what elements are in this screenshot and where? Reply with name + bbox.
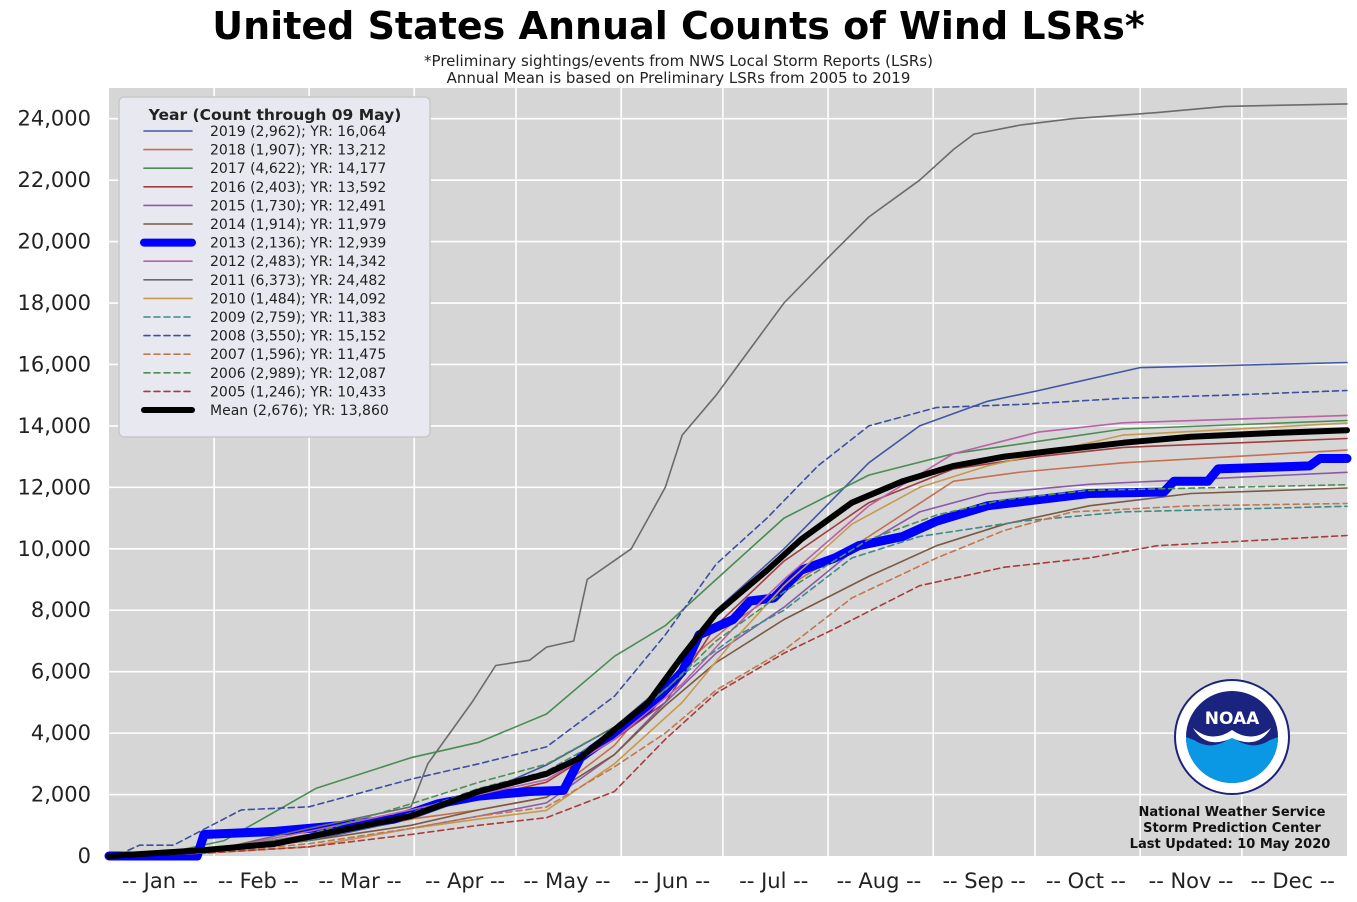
x-tick-label: -- Apr -- xyxy=(425,869,505,893)
series-line-14 xyxy=(108,534,1348,857)
legend-label: 2013 (2,136); YR: 12,939 xyxy=(210,236,386,252)
y-tick-label: 4,000 xyxy=(31,721,91,745)
y-tick-label: 2,000 xyxy=(31,783,91,807)
x-tick-label: -- Nov -- xyxy=(1149,869,1234,893)
credit-line-3: Last Updated: 10 May 2020 xyxy=(1130,837,1331,852)
x-tick-label: -- Dec -- xyxy=(1251,869,1335,893)
x-tick-label: -- Feb -- xyxy=(218,869,299,893)
legend-box xyxy=(118,96,431,438)
x-tick-label: -- Jul -- xyxy=(739,869,808,893)
noaa-gull-icon xyxy=(1186,737,1278,783)
x-tick-label: -- Aug -- xyxy=(837,869,922,893)
legend-entries: 2019 (2,962); YR: 16,064 2018 (1,907); YR… xyxy=(140,124,389,419)
series-line-12 xyxy=(108,502,1348,857)
y-tick-label: 14,000 xyxy=(18,414,91,438)
x-axis-ticks: -- Jan -- -- Feb -- -- Mar -- -- Apr -- -- M… xyxy=(122,869,1335,893)
legend-label: 2017 (4,622); YR: 14,177 xyxy=(210,161,386,177)
credits-block: National Weather Service Storm Predictio… xyxy=(1130,805,1331,852)
legend-label: 2012 (2,483); YR: 14,342 xyxy=(210,254,386,270)
series-line-7 xyxy=(108,414,1348,857)
y-tick-label: 16,000 xyxy=(18,352,91,376)
series-lines xyxy=(104,103,1352,861)
x-tick-label: -- May -- xyxy=(523,869,610,893)
y-axis-ticks: 0 2,000 4,000 6,000 8,000 10,000 12,000 14,000 1… xyxy=(18,107,91,868)
y-tick-label: 12,000 xyxy=(18,475,91,499)
legend-label: 2008 (3,550); YR: 15,152 xyxy=(210,329,386,345)
legend-label: 2016 (2,403); YR: 13,592 xyxy=(210,180,386,196)
x-tick-label: -- Oct -- xyxy=(1046,869,1126,893)
legend-label: 2015 (1,730); YR: 12,491 xyxy=(210,198,386,214)
chart-title: United States Annual Counts of Wind LSRs… xyxy=(212,4,1145,48)
series-line-15 xyxy=(106,427,1350,859)
legend-label: 2014 (1,914); YR: 11,979 xyxy=(210,217,386,233)
legend-label: 2005 (1,246); YR: 10,433 xyxy=(210,384,386,400)
legend-label: 2019 (2,962); YR: 16,064 xyxy=(210,124,386,140)
x-tick-label: -- Mar -- xyxy=(318,869,401,893)
legend-label: 2006 (2,989); YR: 12,087 xyxy=(210,366,386,382)
credit-line-2: Storm Prediction Center xyxy=(1143,821,1321,836)
legend-label: 2011 (6,373); YR: 24,482 xyxy=(210,273,386,289)
credit-line-1: National Weather Service xyxy=(1139,805,1326,820)
series-line-5 xyxy=(108,487,1348,857)
series-line-9 xyxy=(108,422,1348,857)
legend: Year (Count through 09 May) 2019 (2,962)… xyxy=(118,96,431,438)
x-tick-label: -- Jun -- xyxy=(634,869,710,893)
series-line-13 xyxy=(108,483,1348,857)
y-tick-label: 24,000 xyxy=(18,107,91,131)
series-line-11 xyxy=(108,389,1348,857)
y-tick-label: 18,000 xyxy=(18,291,91,315)
legend-label: 2010 (1,484); YR: 14,092 xyxy=(210,291,386,307)
chart-subtitle-line-1: *Preliminary sightings/events from NWS L… xyxy=(424,52,933,70)
y-tick-label: 8,000 xyxy=(31,598,91,622)
legend-title: Year (Count through 09 May) xyxy=(148,106,402,124)
x-tick-label: -- Sep -- xyxy=(942,869,1025,893)
y-tick-label: 6,000 xyxy=(31,660,91,684)
legend-label: 2007 (1,596); YR: 11,475 xyxy=(210,347,386,363)
y-tick-label: 0 xyxy=(78,844,91,868)
legend-label: Mean (2,676); YR: 13,860 xyxy=(210,403,389,419)
series-line-8 xyxy=(108,103,1348,857)
y-tick-label: 10,000 xyxy=(18,537,91,561)
legend-label: 2009 (2,759); YR: 11,383 xyxy=(210,310,386,326)
y-tick-label: 22,000 xyxy=(18,168,91,192)
noaa-logo-text: NOAA xyxy=(1205,709,1260,729)
x-tick-label: -- Jan -- xyxy=(122,869,198,893)
noaa-logo: NOAA xyxy=(1174,679,1290,795)
chart-subtitle-line-2: Annual Mean is based on Preliminary LSRs… xyxy=(446,69,911,87)
y-tick-label: 20,000 xyxy=(18,230,91,254)
legend-label: 2018 (1,907); YR: 13,212 xyxy=(210,143,386,159)
series-line-2 xyxy=(108,419,1348,857)
